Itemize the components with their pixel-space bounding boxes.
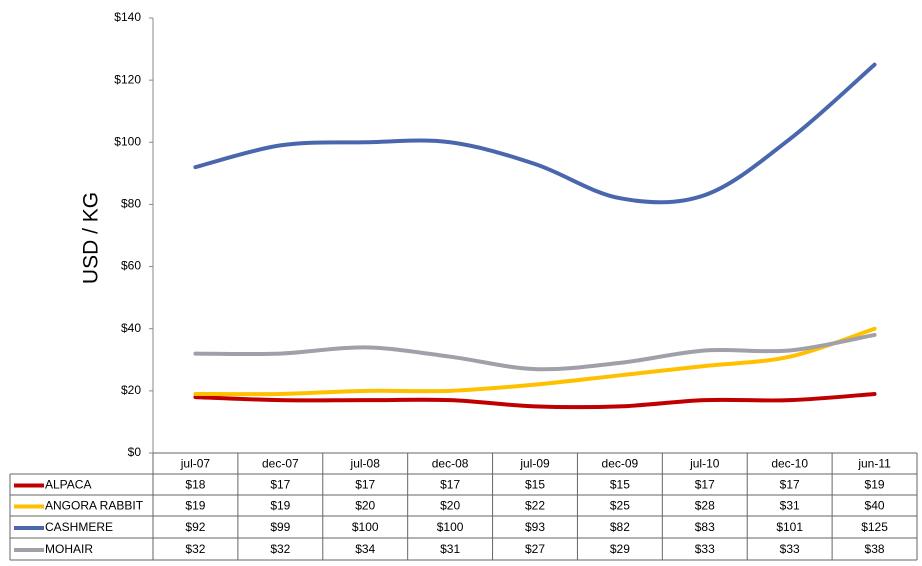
x-tick-label: jul-08 <box>350 457 381 471</box>
legend-label: ALPACA <box>45 478 91 492</box>
series-line <box>193 332 877 372</box>
table-value: $31 <box>780 499 800 513</box>
table-value: $40 <box>865 499 885 513</box>
x-tick-label: dec-10 <box>771 457 808 471</box>
series-line <box>193 391 877 410</box>
table-value: $38 <box>865 542 885 556</box>
table-value: $29 <box>610 542 630 556</box>
table-value: $93 <box>525 520 545 534</box>
legend-label: MOHAIR <box>45 542 93 556</box>
table-value: $33 <box>780 542 800 556</box>
series-line <box>193 62 877 205</box>
x-tick-label: dec-07 <box>262 457 299 471</box>
table-value: $17 <box>440 478 460 492</box>
y-tick-label: $60 <box>121 259 141 273</box>
series-line <box>193 326 877 397</box>
table-value: $33 <box>695 542 715 556</box>
y-tick-label: $40 <box>121 321 141 335</box>
y-tick-label: $80 <box>121 197 141 211</box>
table-value: $32 <box>270 542 290 556</box>
table-value: $20 <box>440 499 460 513</box>
table-value: $19 <box>270 499 290 513</box>
x-tick-label: jul-07 <box>180 457 211 471</box>
table-value: $83 <box>695 520 715 534</box>
y-tick-label: $0 <box>128 445 142 459</box>
table-value: $34 <box>355 542 375 556</box>
y-tick-label: $20 <box>121 383 141 397</box>
table-value: $17 <box>355 478 375 492</box>
table-value: $15 <box>610 478 630 492</box>
x-tick-label: dec-08 <box>432 457 469 471</box>
table-value: $19 <box>185 499 205 513</box>
y-axis-title: USD / KG <box>80 192 103 284</box>
table-value: $17 <box>695 478 715 492</box>
table-value: $100 <box>352 520 379 534</box>
x-tick-label: jun-11 <box>857 457 891 471</box>
table-value: $32 <box>185 542 205 556</box>
table-value: $18 <box>185 478 205 492</box>
x-tick-label: dec-09 <box>602 457 639 471</box>
table-value: $22 <box>525 499 545 513</box>
table-value: $28 <box>695 499 715 513</box>
table-value: $17 <box>780 478 800 492</box>
legend-label: CASHMERE <box>45 520 113 534</box>
table-value: $17 <box>270 478 290 492</box>
table-value: $15 <box>525 478 545 492</box>
table-value: $100 <box>437 520 464 534</box>
y-tick-label: $120 <box>114 72 141 86</box>
table-value: $99 <box>270 520 290 534</box>
table-value: $19 <box>865 478 885 492</box>
table-value: $101 <box>776 520 803 534</box>
table-value: $92 <box>185 520 205 534</box>
y-tick-label: $140 <box>114 10 141 24</box>
x-tick-label: jul-10 <box>689 457 720 471</box>
table-value: $125 <box>861 520 888 534</box>
table-value: $25 <box>610 499 630 513</box>
table-value: $20 <box>355 499 375 513</box>
x-tick-label: jul-09 <box>519 457 550 471</box>
table-value: $82 <box>610 520 630 534</box>
table-value: $27 <box>525 542 545 556</box>
y-tick-label: $100 <box>114 134 141 148</box>
legend-label: ANGORA RABBIT <box>45 499 144 513</box>
table-value: $31 <box>440 542 460 556</box>
